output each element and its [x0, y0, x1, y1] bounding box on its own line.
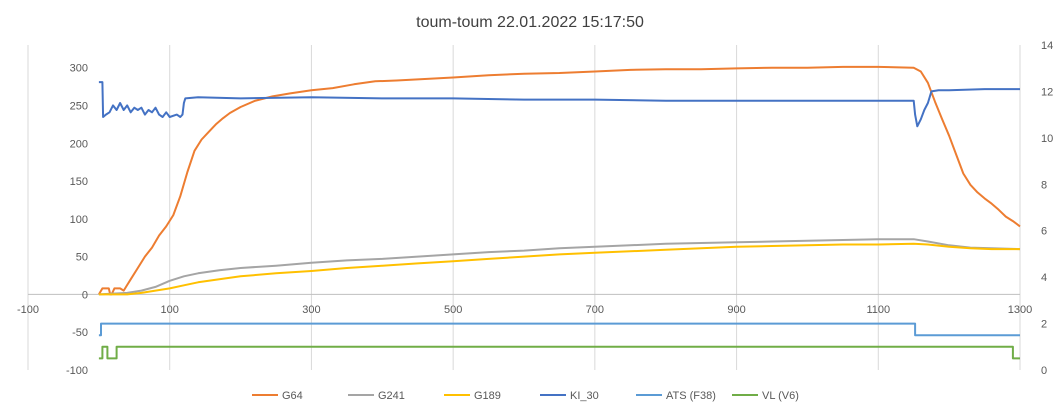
series-line-g189	[98, 242, 1020, 296]
y-right-tick-label: 8	[1041, 179, 1047, 191]
x-tick-label: -100	[17, 304, 39, 316]
x-tick-label: 900	[727, 304, 745, 316]
chart-title: toum-toum 22.01.2022 15:17:50	[416, 14, 644, 31]
x-tick-label: 100	[161, 304, 179, 316]
legend-label: G241	[378, 390, 405, 402]
legend-item: G241	[348, 390, 405, 402]
y-left-tick-label: 150	[70, 176, 88, 188]
tick-labels: -100 100 300 500 700 900 1100 1300-100-50050100…	[17, 40, 1053, 377]
y-right-tick-label: 4	[1041, 272, 1047, 284]
series-line-g64	[98, 65, 1021, 296]
legend-label: G64	[282, 390, 303, 402]
x-tick-label: 300	[302, 304, 320, 316]
legend-item: VL (V6)	[732, 390, 799, 402]
legend-label: G189	[474, 390, 501, 402]
y-right-tick-label: 0	[1041, 365, 1047, 377]
legend-item: G189	[444, 390, 501, 402]
legend-item: ATS (F38)	[636, 390, 716, 402]
y-right-tick-label: 2	[1041, 319, 1047, 331]
legend-label: VL (V6)	[762, 390, 799, 402]
x-tick-label: 1300	[1008, 304, 1032, 316]
legend-label: KI_30	[570, 390, 599, 402]
y-right-tick-label: 12	[1041, 86, 1053, 98]
y-left-tick-label: -50	[72, 327, 88, 339]
y-left-tick-label: -100	[66, 365, 88, 377]
y-right-tick-label: 10	[1041, 133, 1053, 145]
series-line-g241	[98, 238, 1021, 296]
y-left-tick-label: 250	[70, 100, 88, 112]
legend-item: G64	[252, 390, 303, 402]
y-left-tick-label: 50	[76, 252, 88, 264]
series-line-ki-30	[98, 81, 1020, 128]
legend: G64 G241 G189 KI_30 ATS (F38) VL (V6)	[252, 390, 799, 402]
series-line-vl-v6	[98, 345, 1020, 360]
series	[98, 65, 1021, 360]
y-left-tick-label: 200	[70, 138, 88, 150]
legend-label: ATS (F38)	[666, 390, 716, 402]
x-tick-label: 500	[444, 304, 462, 316]
legend-item: KI_30	[540, 390, 599, 402]
y-left-tick-label: 300	[70, 63, 88, 75]
y-left-tick-label: 100	[70, 214, 88, 226]
y-left-tick-label: 0	[82, 289, 88, 301]
y-right-tick-label: 14	[1041, 40, 1053, 52]
x-tick-label: 1100	[866, 304, 890, 316]
y-right-tick-label: 6	[1041, 226, 1047, 238]
x-tick-label: 700	[586, 304, 604, 316]
series-line-ats-f38	[98, 322, 1020, 337]
